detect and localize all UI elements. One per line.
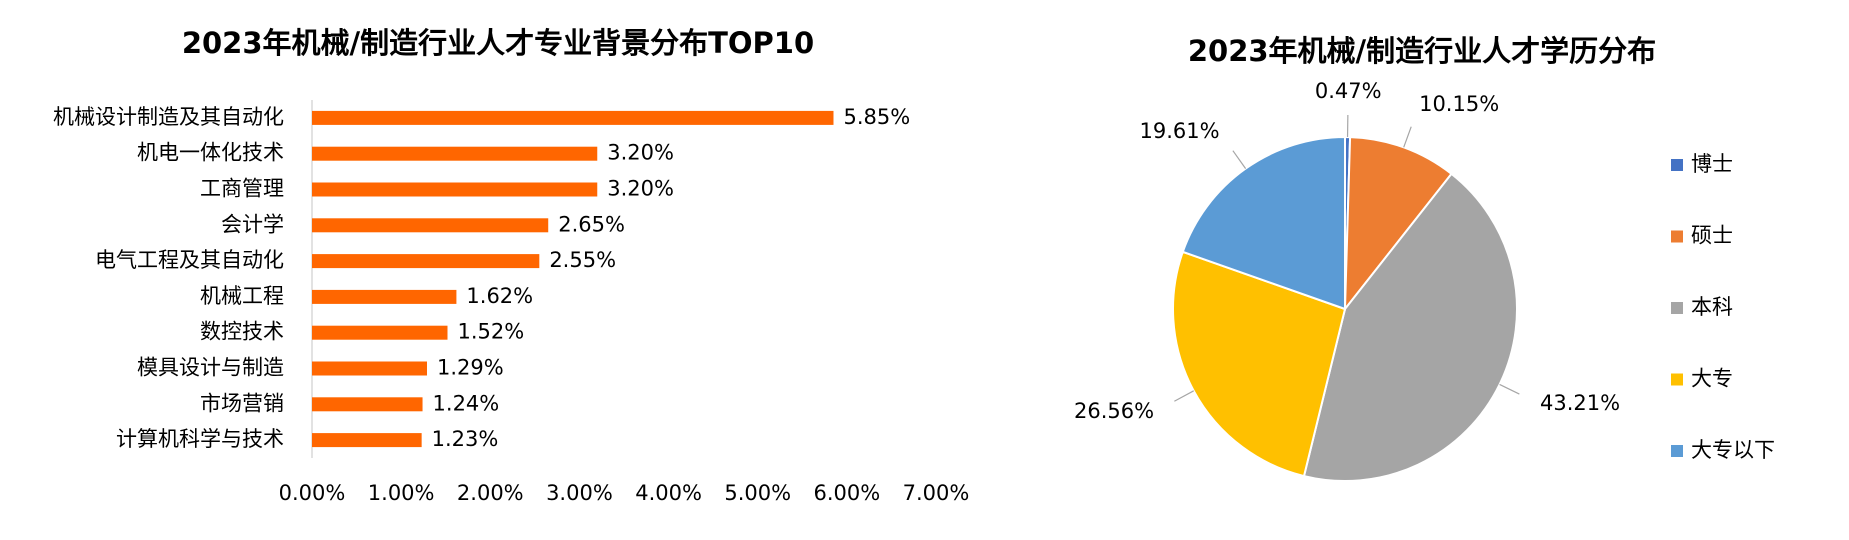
legend-label: 本科 — [1691, 295, 1733, 319]
legend-label: 大专以下 — [1691, 438, 1775, 462]
leader-line — [1232, 150, 1247, 169]
data-label: 10.15% — [1419, 92, 1499, 116]
data-label: 2.65% — [558, 212, 625, 236]
pie-slice — [1343, 136, 1453, 312]
leader-line — [1499, 383, 1520, 395]
bar — [312, 433, 422, 448]
y-tick-label: 机电一体化技术 — [137, 141, 284, 165]
bar — [312, 146, 598, 161]
leader-line — [1403, 126, 1412, 148]
legend-swatch — [1671, 445, 1683, 457]
data-label: 1.29% — [437, 356, 504, 380]
data-label: 3.20% — [607, 141, 674, 165]
legend-swatch — [1671, 230, 1683, 243]
x-tick-label: 6.00% — [813, 481, 880, 505]
y-tick-label: 电气工程及其自动化 — [95, 248, 284, 272]
bar — [312, 361, 427, 376]
x-tick-label: 5.00% — [724, 481, 791, 505]
pie-chart-title: 2023年机械/制造行业人才学历分布 — [1188, 34, 1656, 68]
data-label: 3.20% — [607, 177, 674, 201]
data-label: 1.24% — [433, 391, 500, 415]
data-label: 1.23% — [432, 427, 499, 451]
legend-label: 大专 — [1691, 367, 1733, 391]
legend-swatch — [1671, 159, 1683, 171]
bar — [312, 254, 540, 269]
pie-slice — [1302, 172, 1518, 482]
bar — [312, 218, 549, 233]
x-tick-label: 4.00% — [635, 481, 702, 505]
leader-line — [1174, 390, 1194, 402]
bar — [312, 397, 423, 412]
data-label: 1.62% — [466, 284, 533, 308]
y-tick-label: 市场营销 — [200, 391, 284, 415]
bar — [312, 325, 448, 340]
x-tick-label: 7.00% — [903, 481, 970, 505]
data-label: 0.47% — [1315, 79, 1382, 103]
y-tick-label: 数控技术 — [200, 320, 284, 344]
x-tick-label: 3.00% — [546, 481, 613, 505]
legend-swatch — [1671, 302, 1683, 314]
x-tick-label: 1.00% — [368, 481, 435, 505]
x-tick-label: 2.00% — [457, 481, 524, 505]
data-label: 5.85% — [843, 105, 910, 129]
x-tick-label: 0.00% — [279, 481, 346, 505]
pie-slice — [1172, 250, 1347, 478]
data-label: 26.56% — [1074, 399, 1154, 423]
pie-slice — [1181, 135, 1346, 311]
y-tick-label: 计算机科学与技术 — [116, 427, 284, 451]
y-tick-label: 机械工程 — [200, 284, 284, 308]
bar-chart-title: 2023年机械/制造行业人才专业背景分布TOP10 — [182, 26, 814, 60]
y-tick-label: 模具设计与制造 — [137, 356, 284, 380]
data-label: 19.61% — [1140, 119, 1220, 143]
bar — [312, 110, 834, 125]
y-tick-label: 机械设计制造及其自动化 — [53, 105, 284, 129]
y-tick-label: 会计学 — [221, 212, 284, 236]
data-label: 43.21% — [1540, 391, 1620, 415]
y-tick-label: 工商管理 — [200, 177, 284, 201]
data-label: 1.52% — [457, 320, 524, 344]
legend-label: 博士 — [1691, 152, 1733, 176]
bar — [312, 182, 598, 197]
data-label: 2.55% — [549, 248, 616, 272]
bar — [312, 289, 457, 304]
legend-swatch — [1671, 373, 1683, 386]
legend-label: 硕士 — [1691, 224, 1733, 248]
